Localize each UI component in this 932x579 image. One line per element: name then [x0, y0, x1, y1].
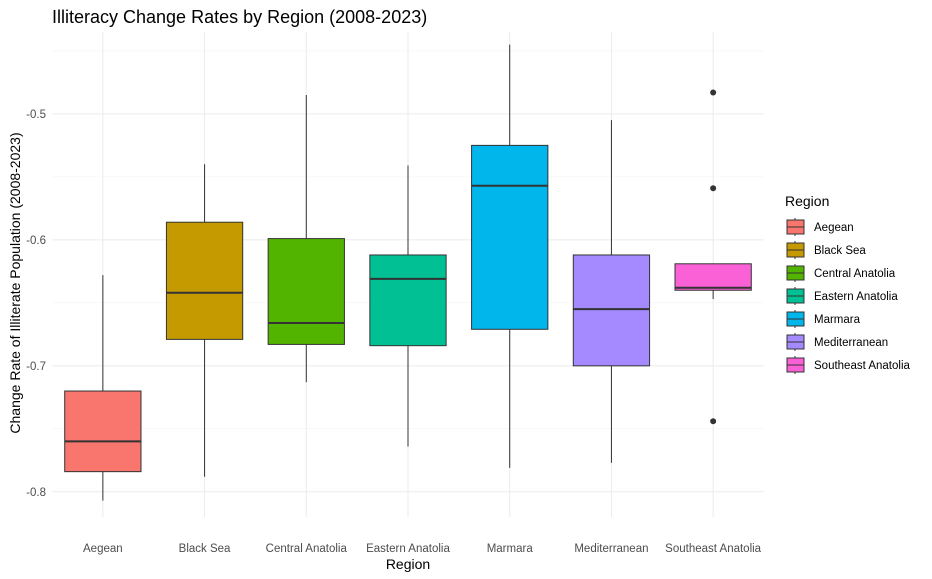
- chart-title: Illiteracy Change Rates by Region (2008-…: [52, 7, 427, 27]
- y-tick-label: -0.8: [26, 487, 46, 499]
- legend-item-eastern-anatolia: Eastern Anatolia: [786, 287, 898, 305]
- box-body: [471, 144, 549, 330]
- legend-label: Marmara: [814, 314, 861, 326]
- x-tick-label: Marmara: [487, 543, 534, 555]
- legend-label: Black Sea: [814, 245, 866, 257]
- outlier-point: [710, 418, 717, 425]
- legend-item-southeast-anatolia: Southeast Anatolia: [786, 356, 911, 374]
- box-body: [267, 238, 345, 345]
- box-eastern-anatolia: [369, 165, 447, 447]
- x-axis-title: Region: [386, 556, 430, 572]
- y-tick-label: -0.6: [26, 235, 46, 247]
- box-southeast-anatolia: [674, 89, 752, 425]
- box-central-anatolia: [267, 94, 345, 383]
- box-body: [674, 263, 752, 291]
- x-tick-label: Central Anatolia: [266, 543, 348, 555]
- outlier-point: [710, 185, 717, 192]
- box-marmara: [471, 44, 549, 468]
- legend-label: Southeast Anatolia: [814, 360, 911, 372]
- legend-title: Region: [785, 193, 829, 209]
- y-tick-label: -0.7: [26, 361, 46, 373]
- legend-label: Aegean: [814, 222, 854, 234]
- outlier-point: [710, 89, 717, 96]
- box-body: [165, 221, 244, 340]
- legend-item-mediterranean: Mediterranean: [786, 333, 888, 351]
- y-axis-ticks: -0.8 -0.7 -0.6 -0.5: [26, 109, 46, 499]
- legend-item-black-sea: Black Sea: [786, 241, 866, 259]
- box-aegean: [64, 275, 142, 501]
- x-tick-label: Black Sea: [179, 543, 231, 555]
- x-tick-label: Aegean: [83, 543, 123, 555]
- box-mediterranean: [572, 120, 651, 463]
- legend-label: Central Anatolia: [814, 268, 896, 280]
- x-axis-ticks: Aegean Black Sea Central Anatolia Eastern A…: [83, 543, 762, 555]
- box-black-sea: [165, 164, 244, 477]
- y-tick-label: -0.5: [26, 109, 46, 121]
- y-axis-title: Change Rate of Illiterate Population (20…: [7, 132, 23, 433]
- x-tick-label: Southeast Anatolia: [665, 543, 762, 555]
- box-body: [64, 390, 142, 473]
- legend-label: Eastern Anatolia: [814, 291, 898, 303]
- legend-label: Mediterranean: [814, 337, 888, 349]
- x-tick-label: Eastern Anatolia: [366, 543, 450, 555]
- legend-item-aegean: Aegean: [786, 218, 854, 236]
- boxes: [64, 44, 752, 501]
- legend: Region Aegean Black Sea Central Anatolia Ea…: [785, 193, 911, 374]
- box-body: [572, 254, 651, 367]
- x-tick-label: Mediterranean: [574, 543, 648, 555]
- legend-item-marmara: Marmara: [786, 310, 861, 328]
- legend-item-central-anatolia: Central Anatolia: [786, 264, 896, 282]
- box-body: [369, 254, 447, 347]
